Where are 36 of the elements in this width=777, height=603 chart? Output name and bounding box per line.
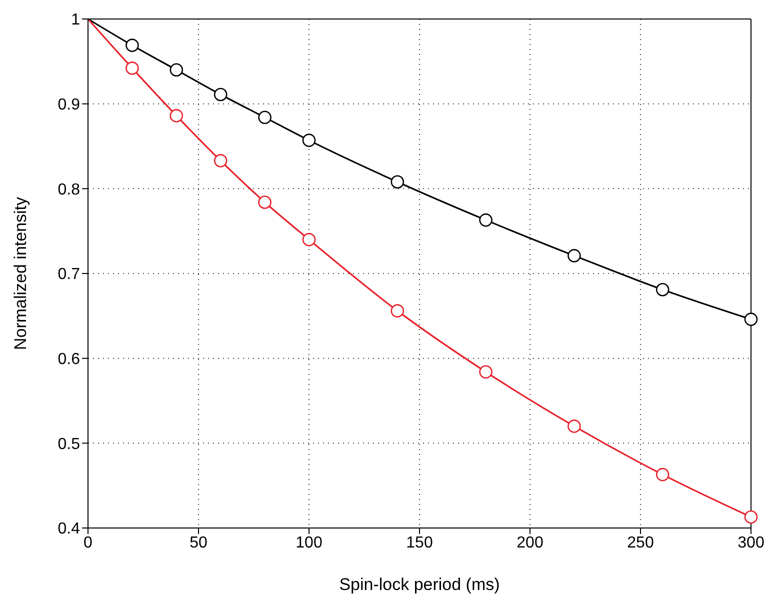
x-tick-label: 50: [190, 534, 208, 552]
point: [126, 38, 139, 52]
y-tick-label: 0.8: [58, 181, 80, 198]
point: [656, 468, 670, 482]
x-tick-label: 0: [84, 534, 93, 552]
x-axis-title: Spin-lock period (ms): [339, 575, 500, 594]
point: [479, 213, 492, 227]
x-tick-label: 300: [738, 534, 764, 552]
y-tick-label: 0.9: [58, 96, 80, 114]
point: [656, 282, 670, 296]
point: [170, 63, 184, 77]
x-tick-label: 200: [516, 534, 544, 552]
point: [744, 510, 758, 524]
y-tick-label: 0.5: [58, 436, 80, 453]
y-tick-label: 0.6: [58, 351, 80, 368]
point: [568, 420, 581, 433]
point: [170, 109, 184, 122]
point: [390, 175, 404, 189]
y-tick-label: 0.4: [58, 520, 80, 538]
point: [390, 304, 404, 318]
point: [568, 249, 581, 262]
y-tick-label: 1: [71, 12, 80, 29]
point: [479, 365, 492, 379]
point: [302, 134, 316, 147]
point: [214, 88, 228, 102]
point: [258, 196, 272, 209]
y-tick-label: 0.7: [58, 266, 80, 284]
point: [302, 232, 316, 246]
point: [258, 110, 272, 124]
x-tick-label: 250: [627, 534, 654, 552]
x-tick-label: 150: [406, 534, 433, 552]
point: [744, 312, 758, 326]
x-tick-label: 100: [296, 534, 322, 552]
point: [126, 62, 139, 75]
y-axis-title: Normalized intensity: [11, 196, 30, 350]
point: [214, 154, 228, 168]
